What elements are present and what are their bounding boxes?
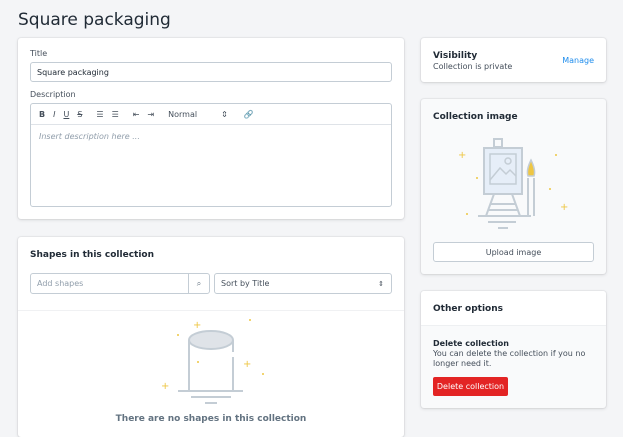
empty-state-text: There are no shapes in this collection <box>115 414 307 424</box>
divider <box>18 310 404 311</box>
bold-button[interactable]: B <box>39 109 46 119</box>
details-card: Title Square packaging Description B I U… <box>18 38 404 219</box>
delete-heading: Delete collection <box>433 339 509 348</box>
visibility-status: Collection is private <box>433 62 513 71</box>
sort-value: Sort by Title <box>221 279 270 288</box>
select-arrows-icon: ⇕ <box>378 279 384 288</box>
search-icon[interactable]: ⌕ <box>188 274 209 293</box>
svg-text:+: + <box>243 359 251 370</box>
other-options-header: Other options <box>421 291 606 326</box>
select-arrows-icon: ⇕ <box>221 109 228 119</box>
page-title: Square packaging <box>18 10 171 30</box>
svg-text:+: + <box>560 202 568 213</box>
easel-illustration: ++ <box>458 138 568 229</box>
strike-button[interactable]: S <box>77 109 83 119</box>
underline-button[interactable]: U <box>63 109 70 119</box>
visibility-heading: Visibility <box>433 51 478 61</box>
search-placeholder: Add shapes <box>37 279 84 288</box>
svg-text:+: + <box>458 150 466 161</box>
editor-toolbar: B I U S ☰ ☰ ⇤ ⇥ Normal ⇕ 🔗 <box>31 104 391 125</box>
delete-collection-button[interactable]: Delete collection <box>433 377 508 396</box>
title-input[interactable]: Square packaging <box>30 62 392 82</box>
shapes-heading: Shapes in this collection <box>30 250 155 260</box>
collection-image-heading: Collection image <box>433 112 518 122</box>
sort-select[interactable]: Sort by Title ⇕ <box>214 273 392 294</box>
visibility-card: Visibility Collection is private Manage <box>421 38 606 82</box>
other-options-card: Other options Delete collection You can … <box>421 291 606 408</box>
italic-button[interactable]: I <box>53 109 56 119</box>
description-label: Description <box>30 90 76 99</box>
add-shapes-input[interactable]: Add shapes ⌕ <box>30 273 210 294</box>
empty-shapes-illustration: + + + <box>161 319 264 404</box>
outdent-icon[interactable]: ⇤ <box>132 109 140 119</box>
description-placeholder: Insert description here ... <box>39 132 140 141</box>
bullet-list-icon[interactable]: ☰ <box>111 109 119 119</box>
shapes-card: Shapes in this collection Add shapes ⌕ S… <box>18 237 404 437</box>
ordered-list-icon[interactable]: ☰ <box>96 109 104 119</box>
indent-icon[interactable]: ⇥ <box>147 109 155 119</box>
manage-link[interactable]: Manage <box>562 56 594 65</box>
title-label: Title <box>30 49 48 58</box>
collection-image-card: Collection image + + Upload image <box>421 99 606 274</box>
delete-description: You can delete the collection if you no … <box>433 349 586 368</box>
svg-text:+: + <box>161 381 169 392</box>
link-icon[interactable]: 🔗 <box>243 109 254 119</box>
svg-text:+: + <box>193 320 201 331</box>
format-value: Normal <box>168 109 198 119</box>
format-select[interactable]: Normal ⇕ <box>168 110 236 119</box>
description-editor[interactable]: B I U S ☰ ☰ ⇤ ⇥ Normal ⇕ 🔗 Insert descrip… <box>30 103 392 207</box>
other-options-heading: Other options <box>433 304 503 314</box>
upload-image-button[interactable]: Upload image <box>433 242 594 262</box>
